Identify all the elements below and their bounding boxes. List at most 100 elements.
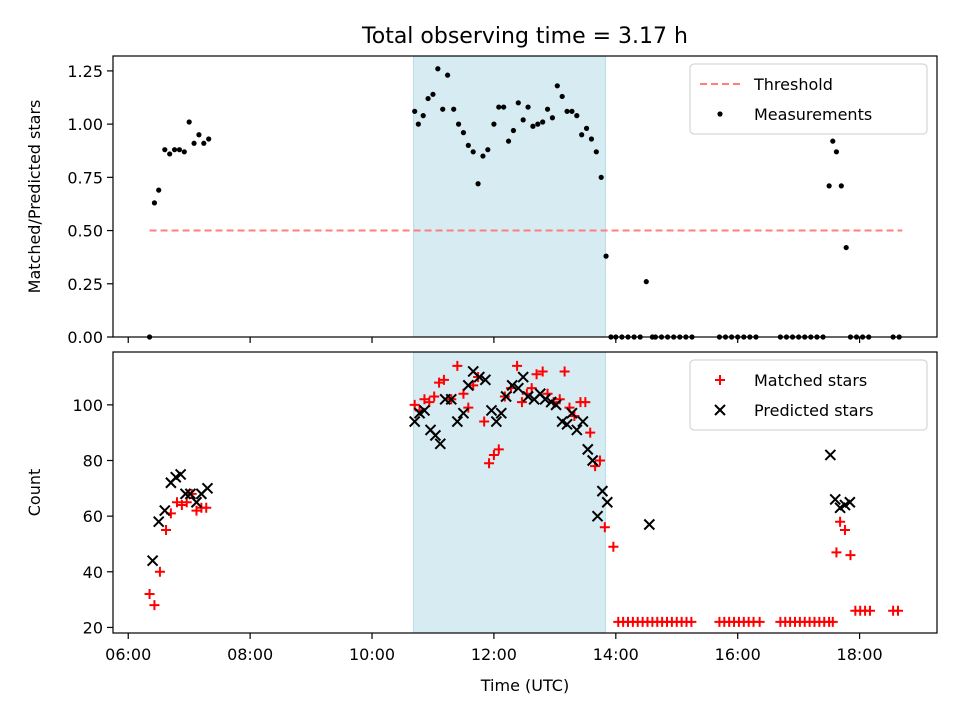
- predicted-star-point: [457, 407, 470, 419]
- top-panel: 0.00 0.25 0.50 0.75 1.00 1.25 Matched/Predicte…: [25, 55, 938, 347]
- measurement-point: [465, 142, 471, 149]
- matched-star-point: [154, 566, 165, 577]
- measurement-point: [530, 123, 536, 129]
- measurement-point: [444, 72, 451, 78]
- predicted-star-point: [445, 393, 457, 406]
- predicted-star-point: [184, 488, 197, 500]
- measurement-point: [826, 183, 832, 189]
- matched-star-point: [754, 616, 765, 627]
- matched-star-point: [585, 427, 596, 438]
- matched-star-point: [516, 397, 527, 408]
- matched-star-point: [686, 616, 697, 627]
- matched-star-point: [484, 458, 495, 469]
- matched-star-point: [493, 444, 504, 455]
- matched-star-point: [599, 522, 610, 533]
- x-tick-label: 06:00: [105, 645, 151, 664]
- predicted-star-point: [522, 390, 534, 403]
- axes-frame: [112, 55, 938, 338]
- measurement-point: [549, 115, 556, 121]
- legend: Matched stars Predicted stars: [689, 359, 928, 431]
- y-tick-label: 40: [83, 563, 103, 582]
- y-tick-label: 1.00: [67, 115, 103, 134]
- predicted-star-point: [829, 493, 841, 506]
- legend-predicted-swatch: [714, 404, 726, 416]
- measurement-point: [496, 104, 502, 110]
- y-tick-label: 80: [83, 452, 103, 471]
- predicted-star-point: [844, 496, 856, 508]
- matched-star-point: [537, 366, 548, 377]
- measurement-point: [470, 149, 476, 155]
- measurement-point: [838, 183, 844, 189]
- measurement-point: [176, 147, 183, 153]
- measurement-point: [167, 151, 173, 157]
- matched-star-point: [468, 380, 479, 391]
- y-tick-label: 20: [83, 618, 103, 637]
- measurement-point: [451, 106, 457, 112]
- measurement-point: [420, 113, 426, 119]
- matched-star-point: [531, 369, 542, 380]
- predicted-star-point: [596, 485, 609, 497]
- measurement-point: [415, 121, 421, 127]
- predicted-star-point: [571, 424, 583, 436]
- measurement-point: [643, 279, 649, 285]
- x-tick-label: 08:00: [227, 645, 273, 664]
- matched-star-point: [463, 402, 474, 413]
- measurement-point: [491, 121, 497, 127]
- predicted-star-point: [591, 510, 604, 522]
- measurement-point: [559, 93, 565, 100]
- matched-star-point: [161, 525, 172, 536]
- measurement-point: [455, 121, 462, 127]
- matched-star-point: [864, 605, 875, 616]
- measurement-point: [510, 127, 517, 134]
- legend-box: [689, 359, 928, 431]
- x-tick-label: 14:00: [593, 645, 639, 664]
- predicted-star-point: [539, 393, 551, 406]
- measurement-point: [430, 91, 436, 97]
- measurement-point: [181, 149, 187, 155]
- measurement-point: [520, 117, 526, 123]
- measurement-point: [485, 147, 491, 153]
- x-tick-label: 10:00: [349, 645, 395, 664]
- measurement-point: [540, 119, 546, 125]
- predicted-star-point: [434, 438, 446, 450]
- matched-star-point: [488, 449, 499, 460]
- predicted-star-point: [506, 379, 518, 392]
- y-axis-label: Count: [25, 469, 44, 517]
- predicted-star-point: [418, 404, 431, 417]
- measurement-point: [569, 108, 575, 114]
- y-axis-label: Matched/Predicted stars: [25, 100, 44, 294]
- matched-star-point: [839, 525, 850, 536]
- measurement-point: [151, 200, 158, 206]
- measurement-point: [830, 138, 836, 144]
- measurement-point: [843, 244, 849, 251]
- predicted-star-point: [174, 468, 187, 481]
- matched-star-point: [554, 394, 565, 405]
- predicted-star-point: [517, 371, 529, 383]
- matched-star-point: [845, 550, 856, 561]
- predicted-star-point: [512, 382, 525, 394]
- predicted-star-point: [566, 407, 578, 419]
- measurement-point: [171, 147, 178, 153]
- measurement-point: [425, 95, 431, 102]
- matched-star-point: [608, 541, 619, 552]
- y-tick-label: 0.25: [67, 275, 103, 294]
- legend-measurement-swatch: [717, 111, 723, 117]
- x-axis-label: Time (UTC): [480, 676, 569, 695]
- measurement-point: [196, 132, 202, 138]
- predicted-star-point: [561, 418, 573, 431]
- matched-star-point: [559, 366, 570, 377]
- measurement-point: [156, 187, 162, 193]
- y-tick-label: 0.50: [67, 222, 103, 241]
- predicted-star-point: [201, 482, 214, 495]
- y-tick-label: 0.00: [67, 328, 103, 347]
- measurement-point: [598, 174, 604, 180]
- predicted-star-point: [582, 443, 594, 456]
- matched-star-point: [201, 502, 212, 513]
- y-tick-label: 1.25: [67, 62, 103, 81]
- predicted-star-point: [473, 371, 485, 383]
- predicted-star-point: [429, 429, 442, 442]
- matched-star-point: [429, 391, 440, 402]
- matched-star-point: [452, 360, 463, 371]
- measurement-point: [564, 108, 570, 114]
